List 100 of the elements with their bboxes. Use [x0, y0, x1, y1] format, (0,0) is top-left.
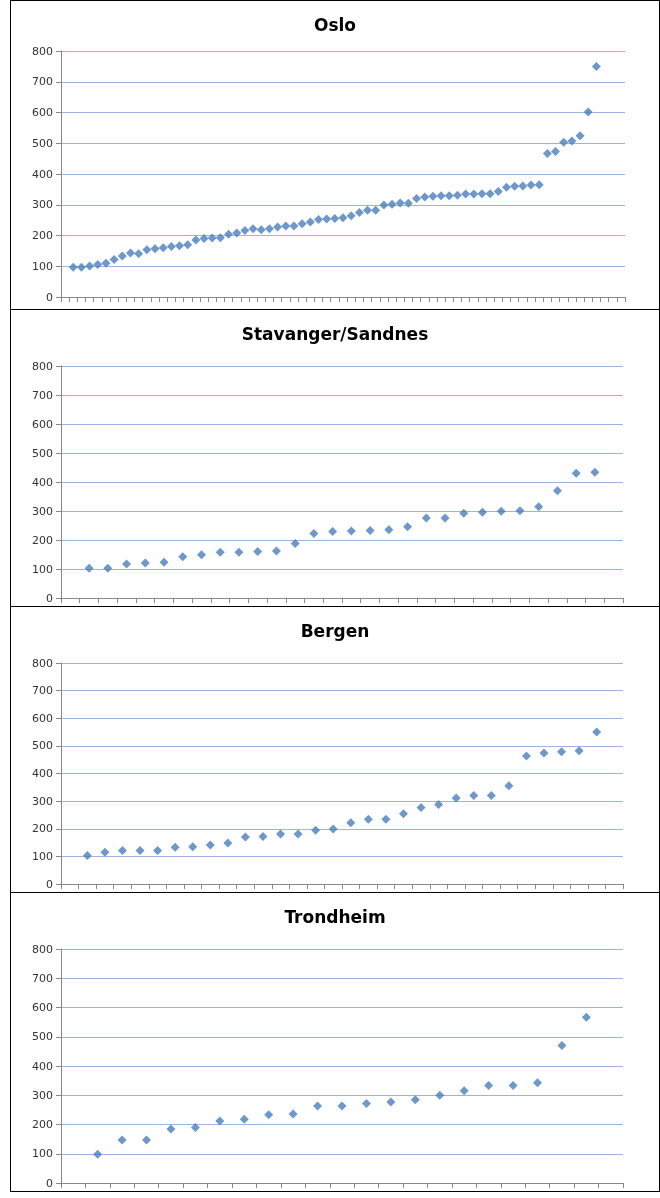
point [170, 842, 180, 852]
point [93, 1149, 103, 1159]
y-tick-label: 200 [32, 1118, 53, 1131]
y-tick-label: 400 [32, 767, 53, 780]
point [451, 793, 461, 803]
point [223, 838, 233, 848]
point [557, 1041, 567, 1051]
y-tick-label: 300 [32, 504, 53, 518]
y-tick-label: 0 [46, 591, 53, 605]
point [142, 1135, 152, 1145]
y-tick-label: 600 [32, 1001, 53, 1014]
point [534, 502, 544, 512]
point [346, 526, 356, 536]
point [288, 1109, 298, 1119]
point [215, 1116, 225, 1126]
point [539, 748, 549, 758]
point [84, 563, 94, 573]
point [311, 825, 321, 835]
point [328, 527, 338, 537]
point [178, 552, 188, 562]
point [574, 746, 584, 756]
point [459, 1086, 469, 1096]
point [313, 1101, 323, 1111]
y-tick-label: 700 [32, 75, 53, 89]
point [309, 529, 319, 539]
point [240, 832, 250, 842]
y-tick-label: 100 [32, 259, 53, 273]
point [532, 1078, 542, 1088]
point [384, 525, 394, 535]
point [581, 1012, 591, 1022]
point [496, 506, 506, 516]
point [361, 1098, 371, 1108]
point [365, 525, 375, 535]
point [190, 1122, 200, 1132]
y-tick-label: 800 [32, 359, 53, 373]
y-tick-label: 500 [32, 446, 53, 460]
point [386, 1097, 396, 1107]
point [197, 550, 206, 560]
point [159, 557, 169, 567]
point [486, 791, 496, 801]
y-tick-label: 700 [32, 388, 53, 402]
point [459, 508, 469, 518]
point [434, 799, 444, 809]
point [337, 1101, 347, 1111]
point [590, 467, 600, 477]
chart-title: Bergen [300, 620, 370, 641]
point [478, 507, 487, 517]
y-tick-label: 100 [32, 562, 53, 576]
point [552, 486, 562, 496]
point [398, 809, 408, 819]
y-tick-label: 700 [32, 971, 53, 985]
y-tick-label: 400 [32, 475, 53, 489]
point [440, 513, 450, 523]
y-tick-label: 400 [32, 1059, 53, 1073]
y-tick-label: 600 [32, 711, 53, 725]
point [403, 522, 413, 532]
point [215, 547, 225, 557]
point [592, 727, 602, 737]
point [484, 1081, 494, 1091]
chart-title: Stavanger/Sandnes [241, 323, 429, 344]
point [435, 1090, 445, 1100]
y-tick-label: 800 [32, 656, 53, 670]
point [381, 814, 391, 824]
point [122, 559, 132, 569]
y-tick-label: 600 [32, 417, 53, 431]
point [135, 846, 145, 856]
point [290, 538, 300, 548]
point [557, 747, 567, 757]
point [264, 1110, 274, 1120]
point [103, 563, 113, 573]
point [82, 851, 92, 861]
y-tick-label: 100 [32, 849, 53, 863]
point [117, 846, 127, 856]
y-tick-label: 700 [32, 684, 53, 698]
point [253, 547, 263, 557]
y-tick-label: 100 [32, 1147, 53, 1161]
point [258, 831, 268, 841]
chart-title: Oslo [313, 14, 357, 35]
point [521, 751, 531, 761]
y-tick-label: 200 [32, 533, 53, 547]
point [166, 1124, 176, 1134]
y-tick-label: 300 [32, 794, 53, 808]
point [515, 506, 525, 516]
point [276, 829, 286, 839]
point [234, 547, 244, 557]
y-tick-label: 0 [46, 877, 53, 891]
y-tick-label: 300 [32, 198, 53, 212]
point [410, 1095, 420, 1105]
point [117, 1135, 127, 1145]
point [571, 468, 581, 478]
y-tick-label: 400 [32, 167, 53, 181]
y-tick-label: 200 [32, 822, 53, 836]
point [205, 840, 215, 850]
point [188, 842, 198, 852]
point [328, 824, 338, 834]
chart-title: Trondheim [284, 906, 386, 927]
y-tick-label: 200 [32, 229, 53, 242]
point [140, 558, 150, 568]
y-tick-label: 800 [32, 44, 53, 58]
point [271, 546, 281, 556]
